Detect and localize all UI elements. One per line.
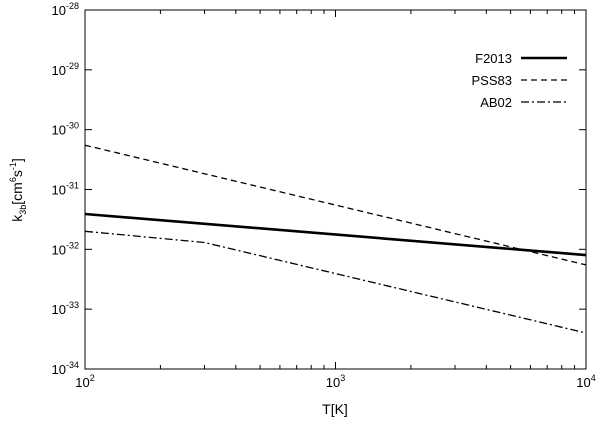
y-tick-label-6: 10-28 [52,1,79,18]
series-lines [84,144,587,334]
y-axis-title-open: [cm [9,182,25,205]
legend-label-f2013: F2013 [475,51,512,66]
y-tick-label-1: 10-33 [52,300,79,317]
y-axis-title-sup2: -1 [8,162,18,170]
legend: F2013 PSS83 AB02 [472,51,567,110]
x-tick-label-2: 104 [576,373,595,390]
y-tick-label-3: 10-31 [52,181,79,198]
y-axis-title-close: ] [9,158,25,162]
y-tick-label-0: 10-34 [52,360,79,377]
x-axis-title: T[K] [322,401,348,417]
y-tick-label-2: 10-32 [52,240,79,257]
legend-label-pss83: PSS83 [472,73,512,88]
y-axis-title: k3b[cm6s-1] [8,158,28,222]
series-line-pss83 [84,144,587,266]
x-tick-label-0: 102 [75,373,94,390]
ticks: 102 103 104 10-34 10-33 10-32 10-31 10-30 10-29 1… [52,1,596,390]
y-axis-title-base: k [9,214,25,222]
x-tick-label-1: 103 [326,373,345,390]
y-axis-title-sup1: 6 [8,177,18,182]
series-line-f2013 [84,212,587,257]
y-tick-label-4: 10-30 [52,121,79,138]
legend-label-ab02: AB02 [480,95,512,110]
series-line-ab02 [84,230,587,334]
y-axis-title-mid: s [9,170,25,177]
y-tick-label-5: 10-29 [52,61,79,78]
y-axis-title-sub: 3b [18,205,28,215]
